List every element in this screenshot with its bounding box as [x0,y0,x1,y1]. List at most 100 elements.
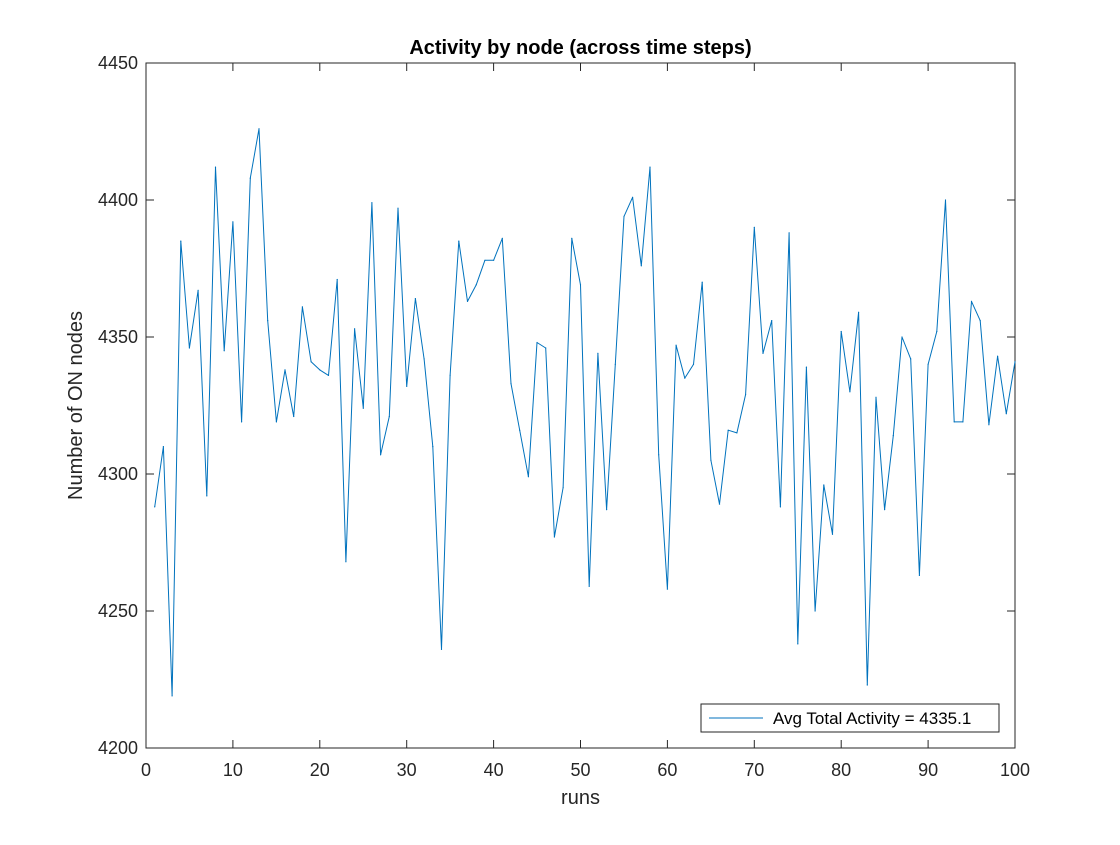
y-tick-label: 4350 [98,327,138,347]
data-point [466,300,469,302]
data-point [310,361,312,363]
data-point [371,202,373,204]
data-point [614,363,616,365]
y-tick-label: 4200 [98,738,138,758]
x-tick-label: 90 [918,760,938,780]
data-point [162,446,164,448]
data-point [1005,413,1007,415]
data-point [727,429,729,431]
y-tick-label: 4300 [98,464,138,484]
x-tick-label: 50 [570,760,590,780]
data-point [154,506,156,508]
x-tick-label: 70 [744,760,764,780]
data-point [510,383,512,385]
data-point [258,128,260,130]
data-point [884,509,886,511]
data-point [840,330,842,333]
data-point [684,377,686,379]
data-point [345,561,347,563]
data-point [1014,361,1016,363]
data-point [527,476,530,478]
y-axis-label: Number of ON nodes [65,311,87,500]
data-point [197,289,199,291]
y-tick-label: 4250 [98,601,138,621]
data-point [354,328,356,330]
data-point [997,355,999,357]
data-point [579,284,582,286]
x-tick-label: 100 [1000,760,1030,780]
data-point [892,435,894,437]
data-point [449,374,451,376]
x-tick-label: 30 [397,760,417,780]
data-point [823,484,825,486]
series-line [154,128,1016,697]
legend: Avg Total Activity = 4335.1 [700,703,1000,733]
data-point [640,265,642,267]
chart-title: Activity by node (across time steps) [409,37,751,59]
data-point [692,363,695,365]
data-point [953,421,955,423]
y-tick-label: 4400 [98,190,138,210]
data-point [519,429,521,431]
data-point [797,643,799,645]
data-point [562,487,564,489]
data-point [666,588,669,590]
axis-ticks: 0 10 20 30 40 50 60 70 80 90 100 4200 4250 4300 4350 44… [98,53,1030,780]
data-point [501,237,503,239]
data-point [241,421,243,423]
data-point [831,533,834,535]
data-point [866,684,868,686]
data-point [675,344,677,346]
data-point [267,320,269,322]
data-point [249,177,251,179]
data-point [362,407,364,409]
data-point [214,166,217,168]
series-points [154,128,1016,697]
data-point [771,320,773,322]
plot-area [145,62,1016,749]
data-point [788,232,790,234]
data-point [397,207,399,209]
data-point [293,415,295,418]
data-point [979,320,981,322]
data-point [910,358,912,360]
data-point [406,385,408,387]
data-point [380,454,382,456]
x-tick-label: 40 [484,760,504,780]
data-point [319,369,321,371]
data-point [414,298,416,300]
data-point [188,347,190,349]
x-tick-label: 0 [141,760,151,780]
data-point [388,415,390,418]
data-point [962,421,964,423]
data-point [849,391,851,393]
data-point [327,374,330,376]
x-tick-label: 10 [223,760,243,780]
data-point [745,393,747,396]
data-point [206,495,208,497]
data-point [440,648,443,651]
data-point [649,166,651,168]
data-point [762,352,764,354]
data-point [753,226,755,228]
data-point [875,396,877,398]
x-axis-label: runs [561,787,600,809]
data-point [736,432,738,434]
data-point [970,300,973,302]
data-point [571,237,573,239]
data-point [658,454,660,456]
data-point [301,306,303,308]
data-point [632,196,634,198]
data-point [545,347,547,349]
data-point [606,509,608,511]
data-point [588,585,590,587]
data-point [718,503,721,505]
data-point [814,610,816,612]
legend-entry: Avg Total Activity = 4335.1 [773,709,971,728]
data-point [180,240,182,242]
data-point [805,366,808,368]
x-tick-label: 20 [310,760,330,780]
data-point [918,574,921,577]
data-point [493,259,495,261]
data-point [171,695,173,697]
